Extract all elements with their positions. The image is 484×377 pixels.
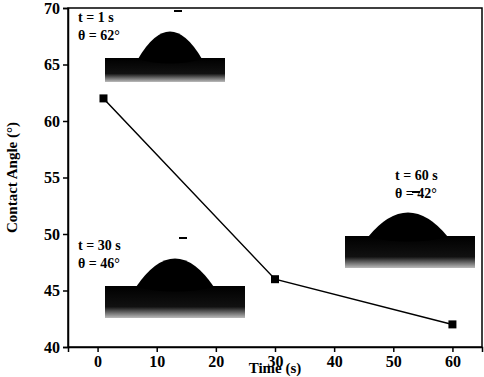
insets [105,11,475,318]
x-tick-label: 0 [94,353,102,370]
needle-tip [174,10,182,12]
x-tick-label: 40 [327,353,343,370]
y-tick-label: 55 [44,169,60,186]
x-tick: 50 [386,347,402,370]
y-tick-label: 65 [44,56,60,73]
y-tick-mark [63,234,68,236]
data-line [103,98,452,324]
x-tick-mark [97,347,99,352]
x-tick: 60 [445,347,461,370]
y-axis-line [63,9,69,348]
needle-tip [179,237,187,239]
x-tick-mark [216,347,218,352]
chart: 010203040506040455055606570Time (s)Conta… [0,0,484,377]
annotation: t = 1 s [78,10,114,25]
annotation: t = 30 s [78,238,121,253]
x-tick-label: 60 [445,353,461,370]
y-tick-label: 40 [44,339,60,356]
droplet [368,213,448,242]
y-tick: 45 [44,282,68,299]
x-axis-line [69,348,483,353]
annotation: θ = 62° [78,28,120,43]
x-tick-mark [275,347,277,352]
y-tick-label: 60 [44,113,60,130]
x-tick: 10 [149,347,165,370]
annotation: t = 60 s [395,168,438,183]
y-tick-label: 50 [44,226,60,243]
y-tick: 55 [44,169,68,186]
droplet [138,32,202,64]
y-tick: 60 [44,113,68,130]
y-tick-mark [63,290,68,292]
droplet [136,259,214,292]
y-axis-title: Contact Angle (°) [4,122,21,233]
y-tick-label: 70 [44,0,60,17]
x-tick-mark [393,347,395,352]
annotation: θ = 46° [78,256,120,271]
x-tick-mark [156,347,158,352]
x-tick-label: 20 [208,353,224,370]
annotations: t = 1 s θ = 62° t = 30 s θ = 46° t = 60 s θ =… [78,10,438,271]
y-tick: 40 [44,339,68,356]
plot-frame [68,8,482,347]
marks [99,94,456,328]
y-tick-mark [63,177,68,179]
y-axis: 40 45 50 55 60 65 70 [44,0,69,356]
x-axis-title: Time (s) [249,360,302,377]
y-tick: 50 [44,226,68,243]
data-point [448,320,456,328]
y-tick-mark [63,347,68,349]
x-tick: 0 [94,347,102,370]
y-tick: 70 [44,0,68,17]
y-tick-mark [63,8,68,10]
x-tick-mark [334,347,336,352]
data-point [271,275,279,283]
annotation: θ = 42° [395,186,437,201]
y-tick-label: 45 [44,282,60,299]
x-tick-label: 10 [149,353,165,370]
y-tick: 65 [44,56,68,73]
y-tick-mark [63,64,68,66]
x-tick-mark [452,347,454,352]
y-tick-mark [63,121,68,123]
x-tick-label: 50 [386,353,402,370]
x-tick: 20 [208,347,224,370]
data-point [99,94,107,102]
x-tick: 40 [327,347,343,370]
plot: 010203040506040455055606570 [44,0,483,370]
